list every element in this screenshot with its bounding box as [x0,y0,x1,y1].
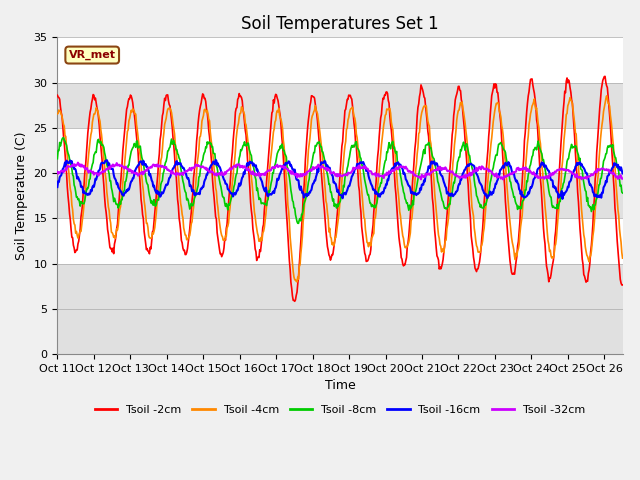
Text: VR_met: VR_met [68,50,116,60]
X-axis label: Time: Time [324,379,355,392]
Bar [58,128,623,173]
Bar [58,218,623,264]
Legend: Tsoil -2cm, Tsoil -4cm, Tsoil -8cm, Tsoil -16cm, Tsoil -32cm: Tsoil -2cm, Tsoil -4cm, Tsoil -8cm, Tsoi… [90,401,589,420]
Title: Soil Temperatures Set 1: Soil Temperatures Set 1 [241,15,439,33]
Bar [58,83,623,128]
Bar [58,173,623,218]
Y-axis label: Soil Temperature (C): Soil Temperature (C) [15,132,28,260]
Bar [58,264,623,354]
Bar [58,37,623,83]
